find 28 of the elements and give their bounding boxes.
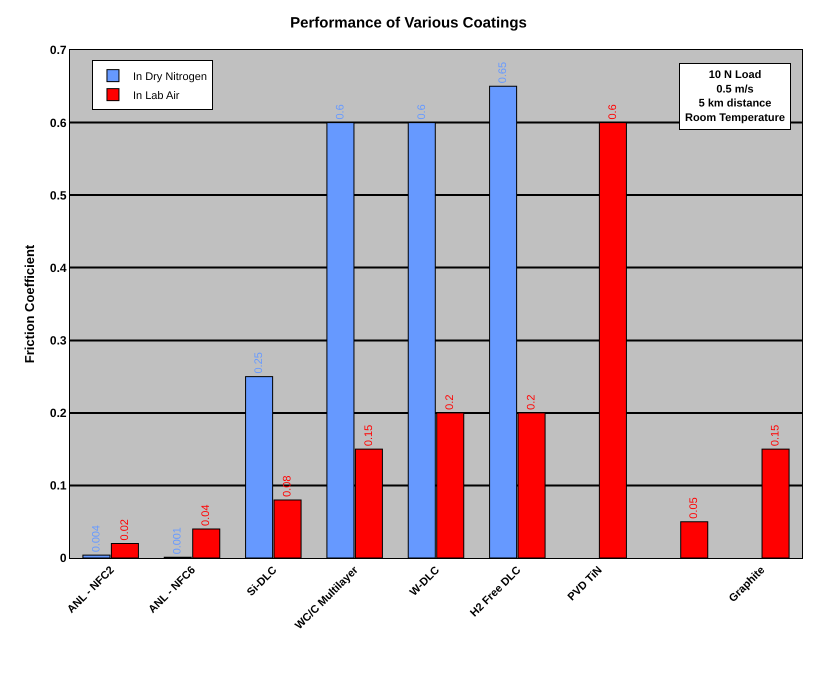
data-label: 0.2 xyxy=(444,394,456,410)
data-label: 0.15 xyxy=(362,424,375,446)
data-label: 0.2 xyxy=(526,394,538,410)
legend-label: In Dry Nitrogen xyxy=(132,70,207,83)
y-tick-label: 0.6 xyxy=(50,116,67,130)
data-label: 0.15 xyxy=(770,424,782,446)
data-label: 0.25 xyxy=(253,352,266,374)
chart-title: Performance of Various Coatings xyxy=(290,14,527,32)
y-tick-label: 0.7 xyxy=(50,43,67,58)
data-label: 0.04 xyxy=(200,504,212,526)
legend-label: In Lab Air xyxy=(132,90,180,102)
y-tick-label: 0.3 xyxy=(50,333,67,348)
data-label: 0.6 xyxy=(416,104,428,120)
y-axis-title: Friction Coefficient xyxy=(22,244,37,364)
y-tick-label: 0.4 xyxy=(50,260,67,275)
y-tick-label: 0.1 xyxy=(50,478,67,493)
y-tick-label: 0.2 xyxy=(50,406,67,420)
y-tick-label: 0.5 xyxy=(50,188,67,202)
data-label: 0.65 xyxy=(497,62,510,84)
annotation: 10 N Load 0.5 m/s 5 km distance Room Temperature xyxy=(685,69,786,124)
data-label: 0.05 xyxy=(688,497,700,519)
y-tick-label: 0 xyxy=(60,551,67,566)
data-label: 0.004 xyxy=(90,525,102,552)
data-label: 0.6 xyxy=(334,104,346,120)
data-label: 0.02 xyxy=(118,519,131,540)
data-label: 0.08 xyxy=(282,476,294,497)
data-label: 0.6 xyxy=(606,104,619,120)
data-label: 0.001 xyxy=(172,527,184,554)
